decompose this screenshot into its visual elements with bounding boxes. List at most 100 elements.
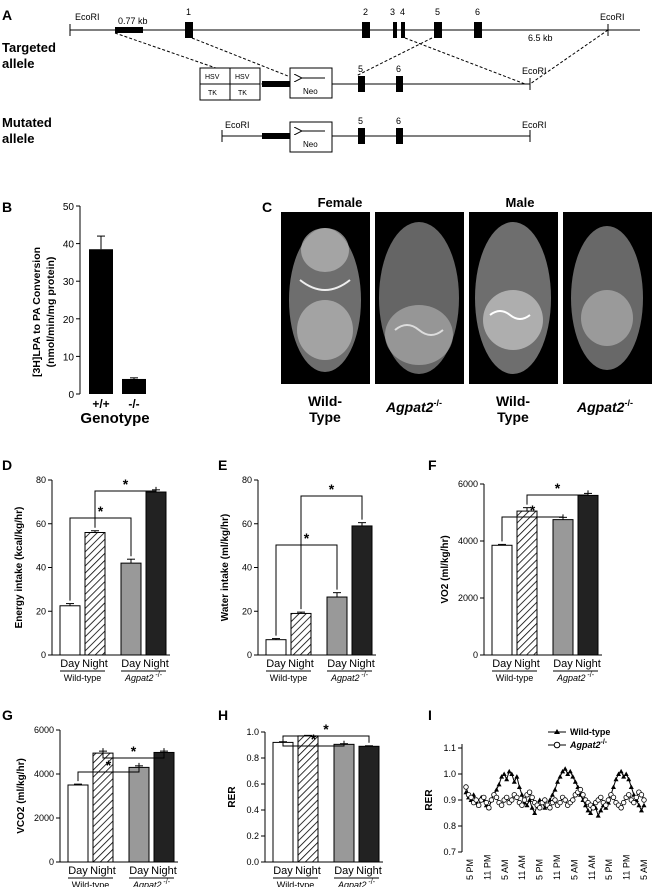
wt-group-label: Wild-type	[277, 880, 315, 887]
panel-b-ylabel-1: [3H]LPA to PA Conversion	[31, 247, 43, 377]
agpat2-point	[529, 794, 535, 801]
panel-b-ytick-label: 0	[68, 390, 74, 401]
exon-6-label: 6	[475, 7, 480, 17]
category-label: Night	[151, 865, 177, 877]
wildtype-point	[504, 776, 510, 782]
legend-agpat2-marker	[553, 741, 561, 749]
xtick-label: 5 AM	[639, 859, 649, 880]
agpat2-point	[580, 792, 586, 798]
wildtype-point	[527, 797, 533, 802]
wildtype-point	[583, 802, 589, 808]
significance-bracket	[300, 495, 363, 610]
tk-label-1: TK	[208, 90, 217, 97]
wildtype-point	[636, 802, 642, 808]
hsv-label-2: HSV	[235, 74, 250, 81]
hsv-label-1: HSV	[205, 74, 220, 81]
xtick-label: 11 AM	[587, 855, 597, 880]
wildtype-point	[496, 781, 502, 787]
wildtype-point	[595, 813, 601, 818]
significance-bracket	[275, 544, 338, 636]
panel-f-bar-2	[552, 519, 574, 656]
wildtype-point	[519, 792, 525, 797]
agpat2-point	[562, 797, 568, 803]
category-label: Night	[90, 865, 116, 877]
label-male-ko: Agpat2-/-	[576, 398, 633, 415]
legend-wildtype-marker	[554, 729, 560, 734]
homology-dash-2	[191, 37, 289, 77]
panel-h-bar-3	[358, 745, 380, 863]
significance-star: *	[123, 476, 129, 492]
category-label: Night	[82, 658, 108, 670]
wildtype-point	[532, 810, 538, 815]
mri-image-male-wildtype	[469, 212, 558, 384]
ytick-label: 2000	[34, 813, 54, 823]
ytick-label: 4000	[458, 536, 478, 546]
mri-image-female-wildtype	[281, 212, 370, 384]
legend-wildtype-label: Wild-type	[570, 727, 610, 737]
wildtype-point	[524, 802, 530, 808]
ko-group-label: Agpat2 -/-	[330, 672, 369, 683]
ytick-label: 0.2	[246, 831, 259, 841]
homology-dash-4	[355, 37, 433, 77]
ytick-label: 60	[36, 519, 46, 529]
panel-d-bar-3	[145, 491, 167, 656]
ytick-label: 0.7	[443, 847, 456, 857]
panel-b-chart: B [3H]LPA to PA Conversion (nmol/min/mg …	[2, 199, 150, 427]
wildtype-point	[628, 784, 634, 789]
significance-bracket	[282, 738, 345, 747]
wildtype-point	[626, 776, 632, 782]
wildtype-point	[621, 774, 627, 779]
exon-4-label: 4	[400, 7, 405, 17]
wildtype-point	[499, 774, 505, 779]
panel-f-bar-1	[516, 510, 538, 656]
category-label: Day	[334, 865, 354, 877]
label-male-wt-2: Type	[497, 409, 529, 425]
xtick-label: 5 AM	[500, 859, 510, 880]
panel-b-ytick-label: 40	[63, 240, 75, 251]
size-65kb: 6.5 kb	[528, 33, 553, 43]
agpat2-point	[498, 802, 505, 808]
legend-agpat2-label: Agpat2-/-	[569, 739, 608, 750]
ytick-label: 6000	[458, 479, 478, 489]
xtick-label: 5 PM	[604, 859, 614, 880]
wildtype-point	[610, 784, 616, 789]
ko-group-label: Agpat2 -/-	[556, 672, 595, 683]
ytick-label: 80	[36, 475, 46, 485]
panel-b-ytick-label: 50	[63, 202, 75, 213]
exon-2-label: 2	[363, 7, 368, 17]
panel-e-bar-3	[351, 525, 373, 656]
panel-f-bar-0	[491, 544, 513, 656]
ko-group-label: Agpat2 -/-	[337, 879, 376, 887]
agpat2-point	[486, 805, 492, 811]
wildtype-point	[555, 779, 561, 784]
wildtype-point	[613, 776, 619, 782]
significance-star: *	[329, 481, 335, 497]
ytick-label: 2000	[458, 593, 478, 603]
panel-h-bar-0	[272, 741, 294, 863]
panel-b-ytick-label: 20	[63, 315, 75, 326]
xtick-label: 5 PM	[535, 859, 545, 880]
mutated-exon-5-label: 5	[358, 116, 363, 126]
agpat2-point	[526, 789, 533, 795]
agpat2-point	[577, 786, 584, 793]
agpat2-point	[638, 792, 645, 798]
significance-bracket	[282, 735, 370, 743]
wt-group-label: Wild-type	[270, 673, 308, 683]
agpat2-point	[552, 797, 558, 803]
panel-d-bar-2	[120, 562, 142, 656]
panel-i-ylabel: RER	[424, 789, 435, 811]
category-label: Day	[553, 658, 573, 670]
exon-5-label: 5	[435, 7, 440, 17]
ytick-label: 80	[242, 475, 252, 485]
exon-2	[362, 22, 370, 38]
ytick-label: 1.0	[443, 769, 456, 779]
panel-e-bar-2	[326, 596, 348, 656]
exon-1	[185, 22, 193, 38]
category-label: Night	[356, 865, 382, 877]
agpat2-point	[521, 797, 528, 803]
ytick-label: 40	[36, 563, 46, 573]
ytick-label: 60	[242, 519, 252, 529]
exon-6	[474, 22, 482, 38]
